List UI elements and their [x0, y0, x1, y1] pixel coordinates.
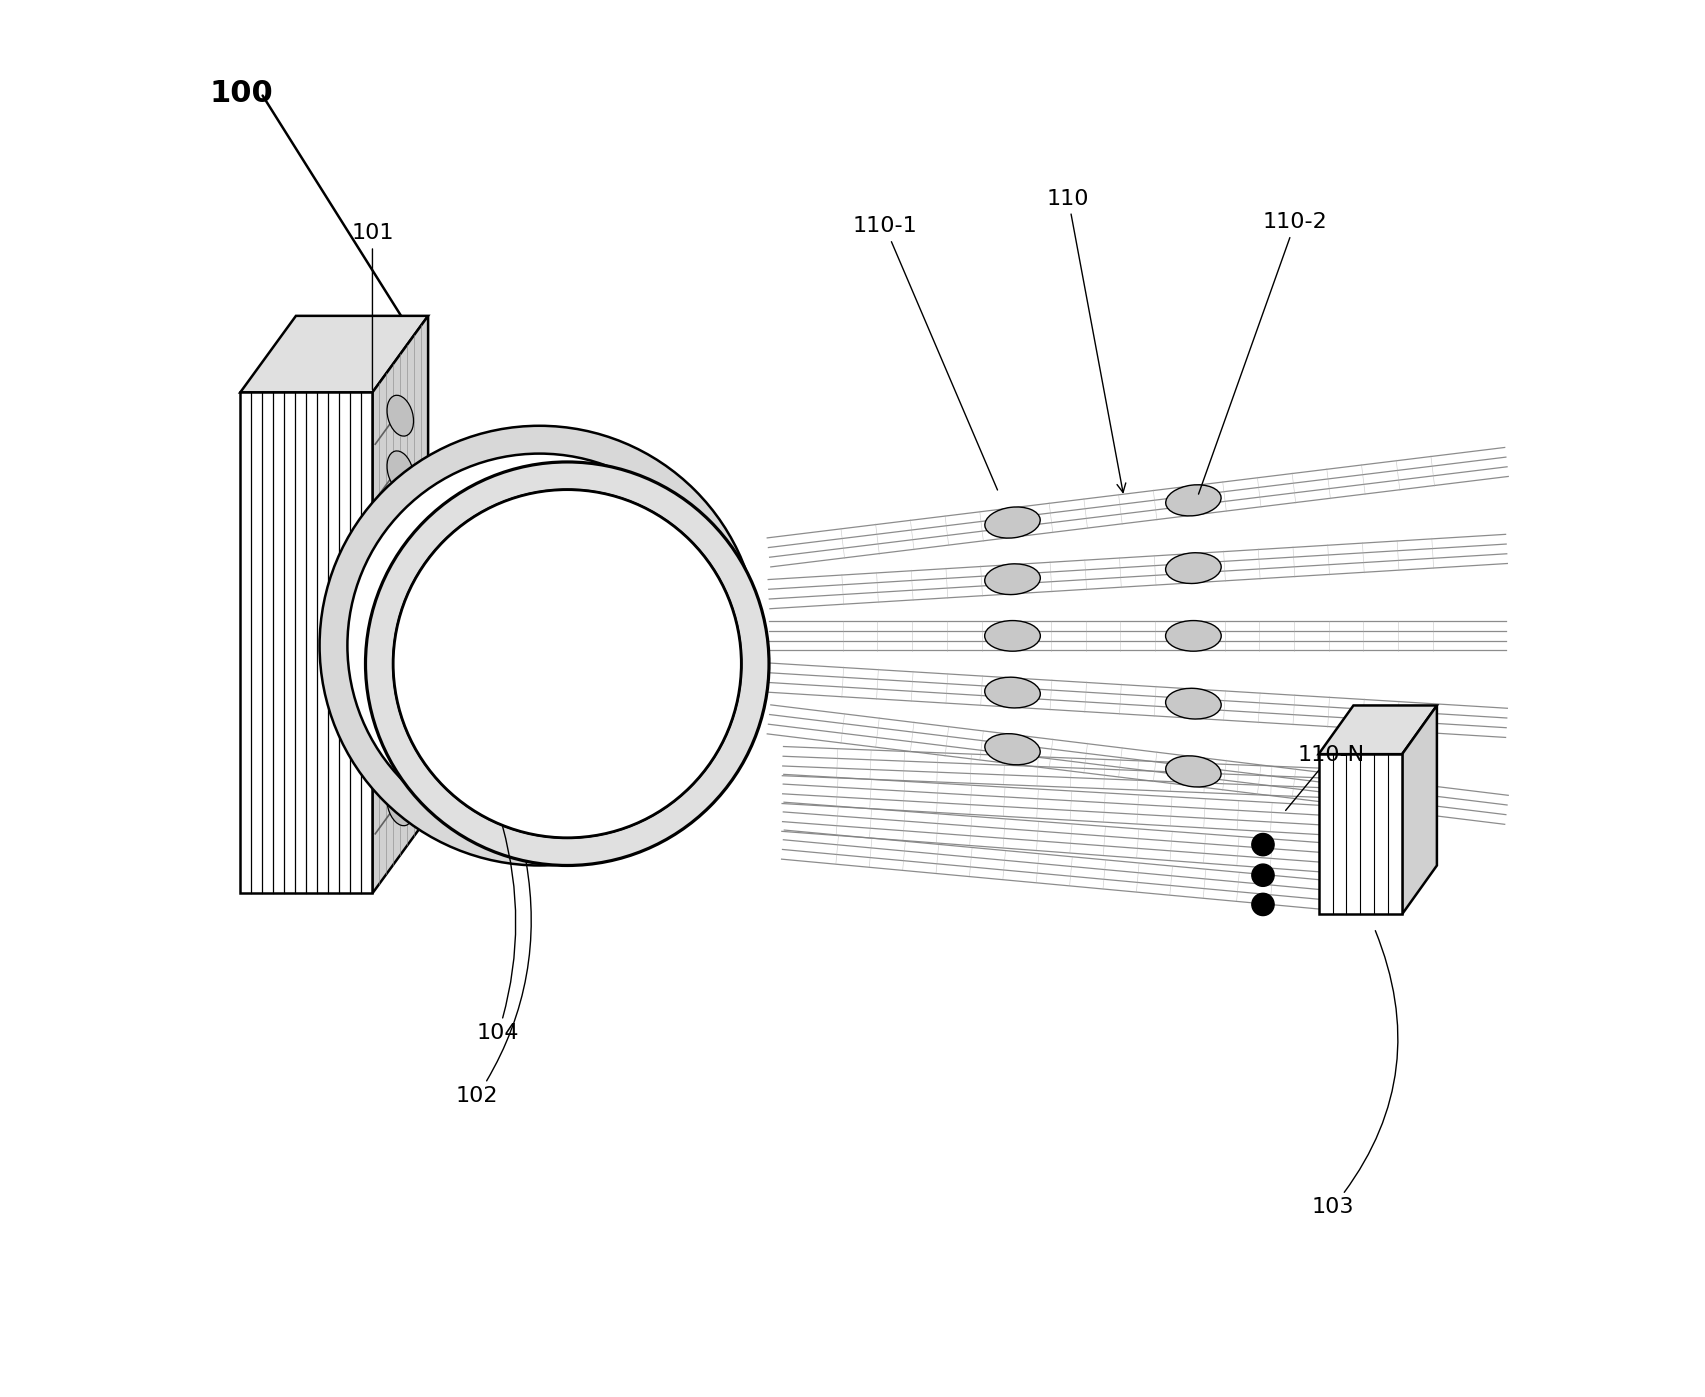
- Ellipse shape: [387, 507, 414, 548]
- Ellipse shape: [1166, 485, 1221, 515]
- Ellipse shape: [387, 729, 414, 770]
- Text: 110-2: 110-2: [1199, 212, 1328, 495]
- Ellipse shape: [985, 620, 1040, 651]
- Ellipse shape: [985, 507, 1040, 538]
- Text: 104: 104: [477, 827, 520, 1044]
- Circle shape: [348, 454, 731, 838]
- Text: 100: 100: [210, 80, 273, 109]
- Text: 101: 101: [351, 224, 394, 390]
- Ellipse shape: [985, 564, 1040, 595]
- Ellipse shape: [1166, 689, 1221, 719]
- Ellipse shape: [387, 562, 414, 604]
- Text: 110-N: 110-N: [1286, 745, 1366, 810]
- Circle shape: [394, 490, 742, 838]
- Circle shape: [1251, 865, 1274, 886]
- Circle shape: [1251, 893, 1274, 915]
- Ellipse shape: [1166, 620, 1221, 651]
- Text: 110: 110: [1047, 189, 1125, 493]
- Circle shape: [394, 490, 742, 838]
- Ellipse shape: [1166, 756, 1221, 787]
- Text: 110-1: 110-1: [852, 217, 997, 490]
- Polygon shape: [1402, 705, 1437, 914]
- Circle shape: [319, 426, 759, 866]
- Ellipse shape: [387, 451, 414, 492]
- Ellipse shape: [985, 733, 1040, 764]
- Circle shape: [365, 462, 769, 866]
- Ellipse shape: [387, 785, 414, 826]
- Text: 103: 103: [1311, 930, 1398, 1217]
- Polygon shape: [372, 316, 428, 893]
- Ellipse shape: [387, 617, 414, 659]
- Ellipse shape: [985, 678, 1040, 708]
- Ellipse shape: [387, 673, 414, 714]
- Polygon shape: [1318, 705, 1437, 754]
- Polygon shape: [1318, 754, 1402, 914]
- Ellipse shape: [1166, 553, 1221, 584]
- Polygon shape: [240, 393, 372, 893]
- Polygon shape: [240, 316, 428, 393]
- Text: 102: 102: [455, 862, 532, 1106]
- Ellipse shape: [387, 395, 414, 436]
- Circle shape: [1251, 834, 1274, 856]
